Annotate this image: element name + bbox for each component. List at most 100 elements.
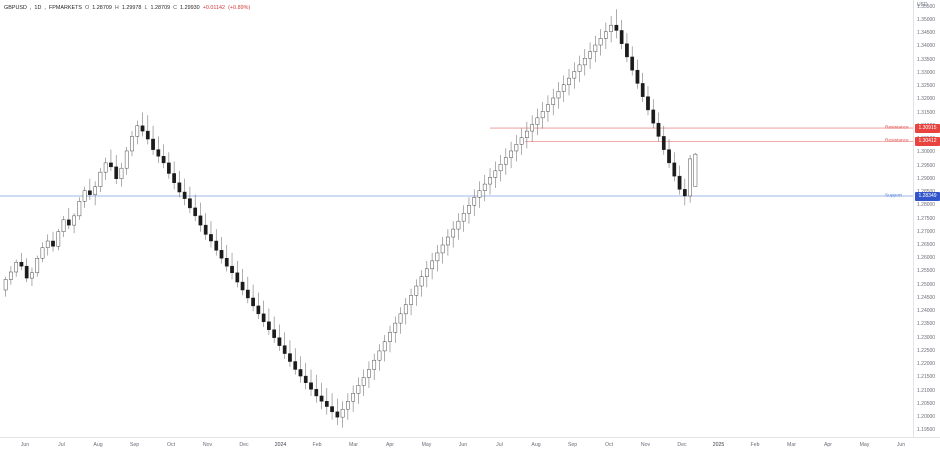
time-tick: Aug [531, 442, 541, 448]
legend-high-value: 1.29978 [121, 5, 142, 11]
time-tick: Dec [677, 442, 687, 448]
candle-body [214, 240, 219, 251]
candle-body [519, 137, 524, 145]
price-tick: 1.26500 [917, 241, 936, 248]
candle-body [503, 157, 508, 165]
time-tick: Sep [129, 442, 140, 448]
candle-body [377, 350, 382, 361]
candle-body [346, 401, 350, 410]
support-1-price-tag[interactable]: 1.28349 [915, 191, 940, 201]
candle-body [156, 149, 161, 157]
candle-body [540, 111, 545, 119]
candle-body [467, 205, 471, 214]
price-tick: 1.27000 [917, 228, 936, 235]
candle-body [251, 297, 255, 307]
resistance-1-price-tag[interactable]: 1.30915 [915, 123, 940, 133]
candle-body [293, 361, 298, 370]
candle-body [451, 228, 456, 238]
price-tick: 1.23500 [917, 321, 936, 328]
candle-body [335, 411, 340, 418]
candle-body [446, 236, 450, 246]
candle-body [572, 71, 577, 79]
price-tick: 1.27500 [917, 215, 936, 222]
candle-body [140, 125, 145, 132]
candle-body [77, 201, 82, 217]
time-tick: May [421, 442, 432, 448]
candle-body [72, 215, 76, 226]
candle-body [24, 265, 29, 279]
price-tick: 1.20000 [917, 414, 936, 421]
resistance-2-price-tag[interactable]: 1.30412 [915, 136, 940, 146]
time-tick: Dec [239, 442, 249, 448]
candle-body [509, 150, 513, 158]
candle-body [198, 215, 203, 226]
price-tick: 1.22000 [917, 361, 936, 368]
time-tick: Oct [166, 442, 176, 448]
candle-body [109, 162, 113, 168]
candle-body [3, 279, 8, 291]
time-tick: Aug [93, 442, 103, 448]
candle-body [577, 64, 582, 72]
candle-body [14, 261, 19, 273]
legend-change-percent: (+0.89%) [228, 5, 251, 11]
candle-body [224, 258, 229, 267]
time-axis[interactable]: Jun Jul Aug Sep Oct Nov Dec 2024 Feb Mar Apr May Jun… [0, 437, 940, 451]
candle-body [382, 341, 387, 352]
price-tick: 1.34500 [917, 30, 936, 37]
candle-body [130, 136, 134, 152]
candle-body [525, 130, 529, 138]
candle-body [561, 84, 566, 92]
price-tick: 1.32500 [917, 83, 936, 90]
candle-body [672, 162, 677, 177]
candle-body [493, 170, 498, 178]
legend-symbol[interactable]: GBPUSD [4, 5, 27, 11]
candle-body [103, 162, 108, 173]
candlestick-plot[interactable]: Resistance Resistance Support [0, 0, 913, 437]
price-tick: 1.23000 [917, 334, 936, 341]
resistance-1-label: Resistance [885, 125, 909, 131]
time-tick: Feb [750, 442, 760, 448]
time-tick: 2025 [712, 442, 725, 448]
time-tick: Feb [312, 442, 322, 448]
price-tick: 1.26000 [917, 255, 936, 262]
candle-body [151, 138, 155, 150]
candle-body [514, 144, 519, 152]
candle-body [172, 173, 176, 183]
candle-body [388, 332, 392, 342]
candle-body [166, 162, 171, 174]
time-tick: Jul [496, 442, 503, 448]
legend-high-key: H [114, 5, 119, 11]
time-tick: Nov [202, 442, 213, 448]
candle-body [398, 313, 403, 324]
time-tick: 2024 [274, 442, 287, 448]
candle-body [45, 240, 50, 248]
candle-body [367, 369, 371, 378]
candle-body [330, 406, 334, 413]
candle-body [477, 190, 482, 198]
candle-body [182, 191, 187, 199]
level-lines [0, 127, 913, 197]
candle-body [604, 31, 608, 39]
price-tick: 1.33500 [917, 56, 936, 63]
price-tick: 1.25500 [917, 268, 936, 275]
candle-body [635, 69, 640, 84]
price-tick: 1.19500 [917, 427, 936, 434]
candle-body [435, 252, 440, 262]
candle-body [588, 51, 592, 59]
price-tick: 1.25000 [917, 281, 936, 288]
price-tick: 1.28000 [917, 202, 936, 209]
legend-exchange: FPMARKETS [48, 5, 83, 11]
candle-body [640, 83, 645, 97]
candle-body [93, 186, 97, 195]
chart-legend[interactable]: GBPUSD, 1D, FPMARKETS O 1.28709 H 1.29978 … [4, 5, 251, 11]
legend-interval[interactable]: 1D [34, 5, 42, 11]
candle-body [282, 345, 287, 354]
candle-body [424, 268, 429, 277]
candle-body [582, 58, 587, 66]
price-tick: 1.32000 [917, 96, 936, 103]
candle-body [88, 190, 92, 195]
price-axis[interactable]: USD 1.35500 1.35000 1.34500 1.34000 1.33500 1… [913, 0, 940, 437]
candle-body [245, 289, 250, 299]
candle-body [498, 163, 503, 172]
candle-body [66, 219, 71, 226]
